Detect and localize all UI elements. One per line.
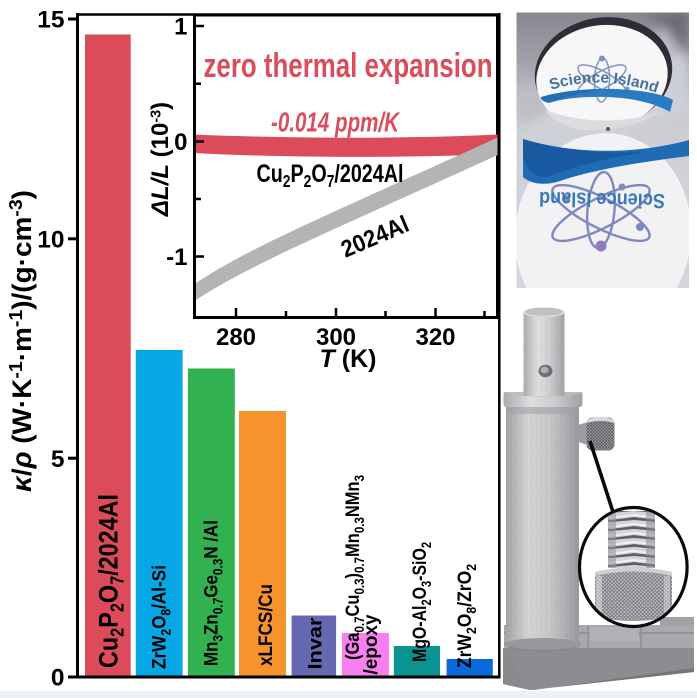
svg-text:κ/ρ (W·K-1·m-1)/(g·cm-3): κ/ρ (W·K-1·m-1)/(g·cm-3) (6, 190, 37, 492)
svg-text:ZrW2O8/Al-Si: ZrW2O8/Al-Si (149, 565, 174, 669)
svg-text:Invar: Invar (305, 617, 327, 669)
svg-text:0: 0 (174, 129, 187, 156)
svg-text:Cu2P2O7/2024Al: Cu2P2O7/2024Al (94, 494, 129, 668)
svg-text:15: 15 (37, 7, 64, 34)
svg-text:280: 280 (216, 324, 256, 351)
svg-text:Mn3Zn0.7Ge0.3N /Al: Mn3Zn0.7Ge0.3N /Al (201, 520, 226, 666)
svg-text:300: 300 (316, 324, 356, 351)
svg-text:0: 0 (51, 665, 65, 692)
svg-text:xLFCS/Cu: xLFCS/Cu (255, 584, 277, 666)
svg-text:10: 10 (37, 226, 64, 253)
svg-text:/epoxy: /epoxy (360, 614, 382, 674)
svg-text:Science Island: Science Island (539, 187, 665, 212)
svg-text:Cu2P2O7/2024Al: Cu2P2O7/2024Al (257, 160, 404, 191)
svg-text:-1: -1 (166, 244, 187, 271)
svg-text:5: 5 (51, 446, 65, 473)
svg-text:zero thermal expansion: zero thermal expansion (204, 47, 493, 85)
svg-text:320: 320 (415, 324, 455, 351)
svg-text:1: 1 (174, 14, 187, 41)
svg-text:T (K): T (K) (320, 345, 377, 373)
svg-text:ZrW2O8/ZrO2: ZrW2O8/ZrO2 (454, 564, 479, 668)
svg-text:-0.014 ppm/K: -0.014 ppm/K (271, 107, 401, 138)
svg-text:ΔL/L (10-3): ΔL/L (10-3) (147, 102, 174, 217)
